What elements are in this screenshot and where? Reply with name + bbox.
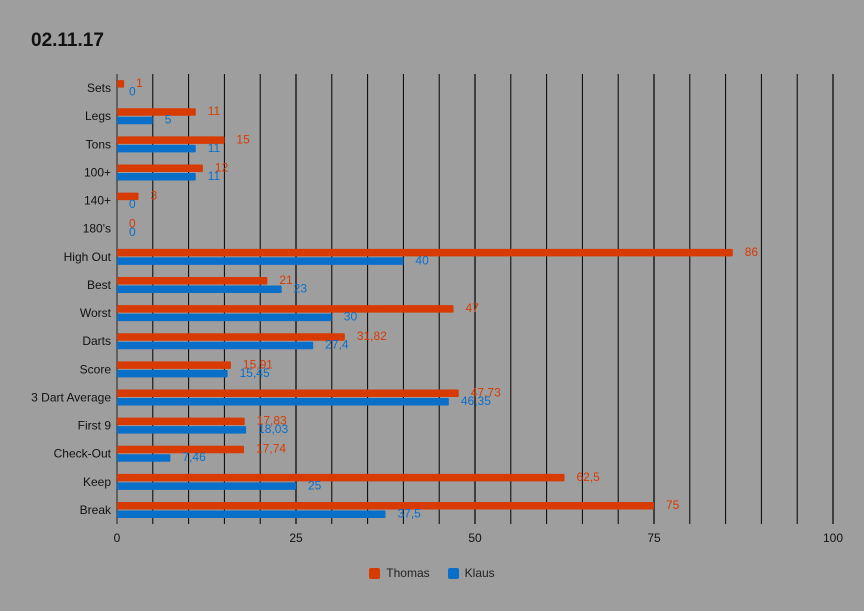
bar-thomas xyxy=(117,305,454,313)
legend-swatch-klaus xyxy=(447,567,459,579)
data-label-thomas: 47 xyxy=(466,301,480,315)
category-label: 180's xyxy=(83,222,111,236)
category-label: Tons xyxy=(86,137,111,151)
bar-thomas xyxy=(117,248,733,257)
data-label-thomas: 12 xyxy=(215,160,229,174)
x-tick-label: 100 xyxy=(823,531,843,545)
bar-thomas xyxy=(117,136,225,144)
bar-thomas xyxy=(117,473,565,482)
data-label-klaus: 37,5 xyxy=(398,506,422,520)
data-label-klaus: 0 xyxy=(129,85,136,99)
bar-klaus xyxy=(117,426,247,434)
bar-thomas xyxy=(117,276,268,285)
bar-thomas xyxy=(117,417,245,426)
data-label-klaus: 18,03 xyxy=(258,422,288,436)
x-tick-label: 0 xyxy=(114,531,121,545)
category-label: Best xyxy=(87,278,112,292)
data-label-klaus: 7,46 xyxy=(182,450,206,464)
bar-klaus xyxy=(117,510,386,518)
bar-klaus xyxy=(117,482,296,490)
bar-thomas xyxy=(117,164,203,172)
bar-klaus xyxy=(117,116,153,125)
data-label-klaus: 27,4 xyxy=(325,338,349,352)
bar-thomas xyxy=(117,445,245,454)
data-label-thomas: 17,83 xyxy=(257,414,287,428)
data-label-klaus: 11 xyxy=(208,141,221,155)
data-label-klaus: 11 xyxy=(208,169,221,183)
data-label-thomas: 0 xyxy=(129,217,136,231)
data-label-klaus: 46,35 xyxy=(461,394,491,408)
data-label-klaus: 25 xyxy=(308,478,322,492)
category-label: Score xyxy=(80,362,112,376)
legend-swatch-thomas xyxy=(369,567,381,579)
bar-thomas xyxy=(117,192,139,201)
bar-thomas xyxy=(117,389,459,397)
data-label-thomas: 21 xyxy=(279,273,293,287)
bar-thomas xyxy=(117,80,125,88)
category-label: 100+ xyxy=(84,165,111,179)
data-label-thomas: 3 xyxy=(150,189,157,203)
category-label: Sets xyxy=(87,81,111,95)
legend-item-thomas[interactable]: Thomas xyxy=(369,566,430,580)
data-label-thomas: 47,73 xyxy=(471,385,501,399)
data-label-thomas: 15 xyxy=(236,132,250,146)
category-label: Worst xyxy=(80,306,112,320)
bar-klaus xyxy=(117,144,196,153)
x-tick-label: 25 xyxy=(289,531,303,545)
category-label: First 9 xyxy=(78,419,112,433)
category-label: Legs xyxy=(85,109,111,123)
bar-klaus xyxy=(117,341,314,350)
data-label-thomas: 11 xyxy=(208,104,221,118)
bar-klaus xyxy=(117,257,404,265)
category-label: 140+ xyxy=(84,194,111,208)
bar-klaus xyxy=(117,313,332,322)
data-label-thomas: 17,74 xyxy=(256,442,286,456)
bar-klaus xyxy=(117,172,196,181)
category-label: Check-Out xyxy=(54,447,112,461)
data-label-klaus: 0 xyxy=(129,225,136,239)
bar-klaus xyxy=(117,285,282,293)
category-label: Keep xyxy=(83,475,111,489)
data-label-thomas: 15,91 xyxy=(243,357,273,371)
category-label: High Out xyxy=(64,250,112,264)
bar-thomas xyxy=(117,361,231,369)
bar-thomas xyxy=(117,333,345,341)
bar-klaus xyxy=(117,397,449,406)
data-label-klaus: 5 xyxy=(165,113,172,127)
data-label-thomas: 75 xyxy=(666,498,680,512)
bar-thomas xyxy=(117,501,654,510)
bar-thomas xyxy=(117,108,196,116)
data-label-thomas: 31,82 xyxy=(357,329,387,343)
category-label: 3 Dart Average xyxy=(31,390,111,404)
x-tick-label: 50 xyxy=(468,531,482,545)
x-tick-label: 75 xyxy=(647,531,661,545)
chart-title: 02.11.17 xyxy=(31,30,104,51)
category-label: Break xyxy=(80,503,112,517)
legend: Thomas Klaus xyxy=(0,566,864,580)
category-label: Darts xyxy=(82,334,111,348)
data-label-klaus: 15,45 xyxy=(240,366,270,380)
bar-klaus xyxy=(117,369,228,378)
legend-label-klaus: Klaus xyxy=(464,566,495,580)
data-label-thomas: 62,5 xyxy=(577,470,601,484)
legend-item-klaus[interactable]: Klaus xyxy=(447,566,495,580)
data-label-thomas: 86 xyxy=(745,245,759,259)
data-label-klaus: 23 xyxy=(294,281,308,295)
legend-label-thomas: Thomas xyxy=(386,566,430,580)
data-label-klaus: 30 xyxy=(344,310,358,324)
data-label-klaus: 40 xyxy=(415,253,429,267)
data-label-thomas: 1 xyxy=(136,76,143,90)
bar-klaus xyxy=(117,454,171,462)
data-label-klaus: 0 xyxy=(129,197,136,211)
